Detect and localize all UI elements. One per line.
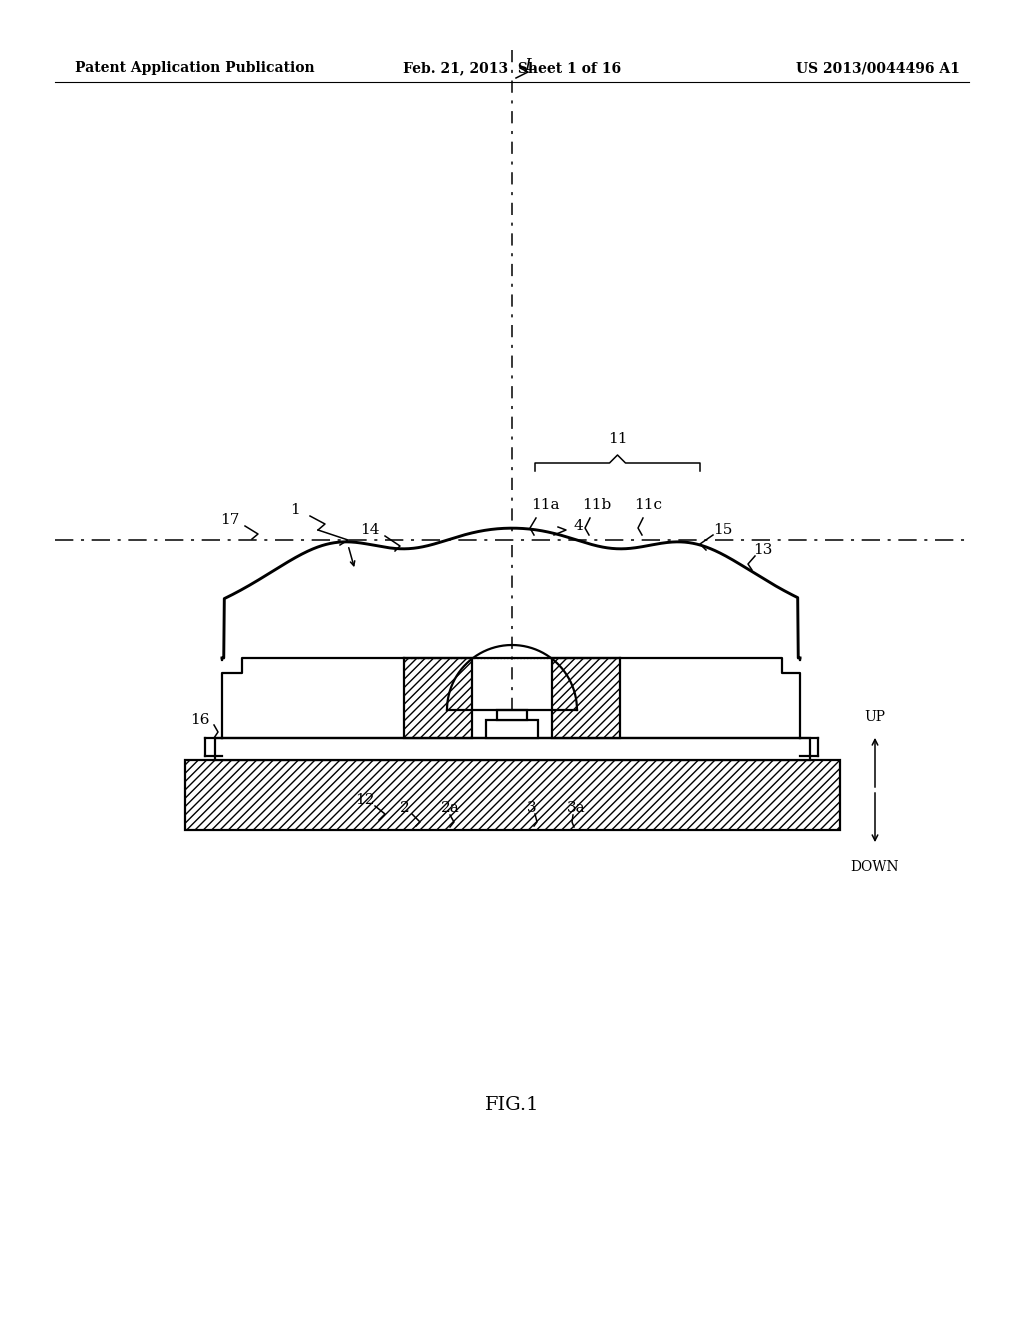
Text: US 2013/0044496 A1: US 2013/0044496 A1 [796,61,961,75]
Text: 14: 14 [360,523,380,537]
Text: 2: 2 [400,801,410,814]
Text: Feb. 21, 2013  Sheet 1 of 16: Feb. 21, 2013 Sheet 1 of 16 [402,61,622,75]
Text: 4: 4 [574,519,584,533]
Text: 11a: 11a [530,498,559,512]
Bar [185,760,840,830]
Text: 1: 1 [290,503,300,517]
Bar [486,719,538,738]
Bar [404,657,472,738]
Bar [552,657,620,738]
Text: 11c: 11c [634,498,662,512]
Bar [215,738,810,760]
Text: 13: 13 [754,543,773,557]
Text: 11b: 11b [583,498,611,512]
Text: 16: 16 [190,713,210,727]
Text: 3a: 3a [566,801,586,814]
Bar [497,710,527,719]
Text: 2a: 2a [440,801,460,814]
Text: UP: UP [864,710,886,723]
Bar [552,657,620,738]
Bar [404,657,472,738]
Text: 17: 17 [220,513,240,527]
Text: FIG.1: FIG.1 [484,1096,540,1114]
Text: 11: 11 [608,432,628,446]
Text: 3: 3 [527,801,537,814]
Text: 12: 12 [355,793,375,807]
Text: 15: 15 [714,523,733,537]
Text: L: L [524,57,535,74]
Bar [185,760,840,830]
Text: DOWN: DOWN [851,861,899,874]
Text: Patent Application Publication: Patent Application Publication [75,61,314,75]
